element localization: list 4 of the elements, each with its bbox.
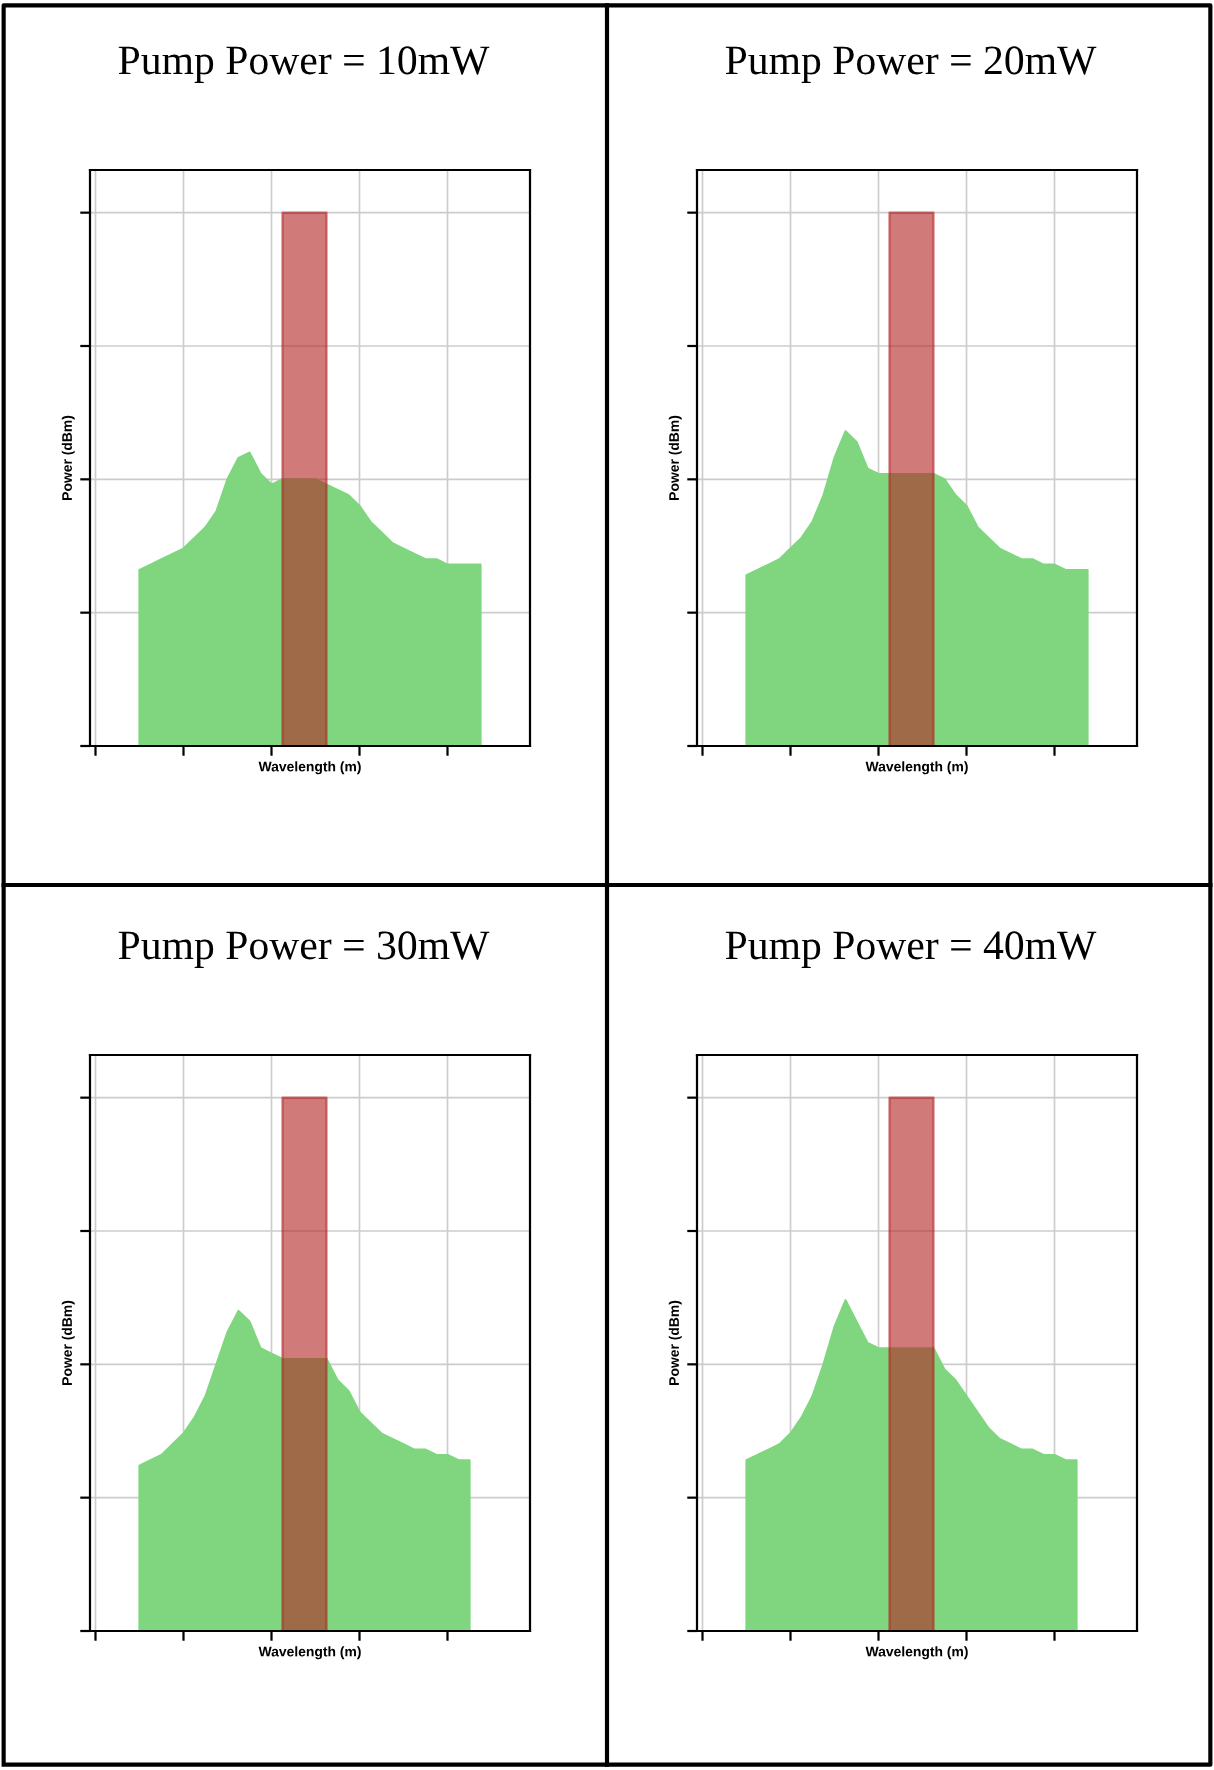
chart-title: Pump Power = 10mW [118, 46, 490, 83]
chart-title: Pump Power = 20mW [725, 46, 1097, 83]
chart-title: Pump Power = 40mW [725, 931, 1097, 968]
chart-title: Pump Power = 30mW [118, 931, 490, 968]
